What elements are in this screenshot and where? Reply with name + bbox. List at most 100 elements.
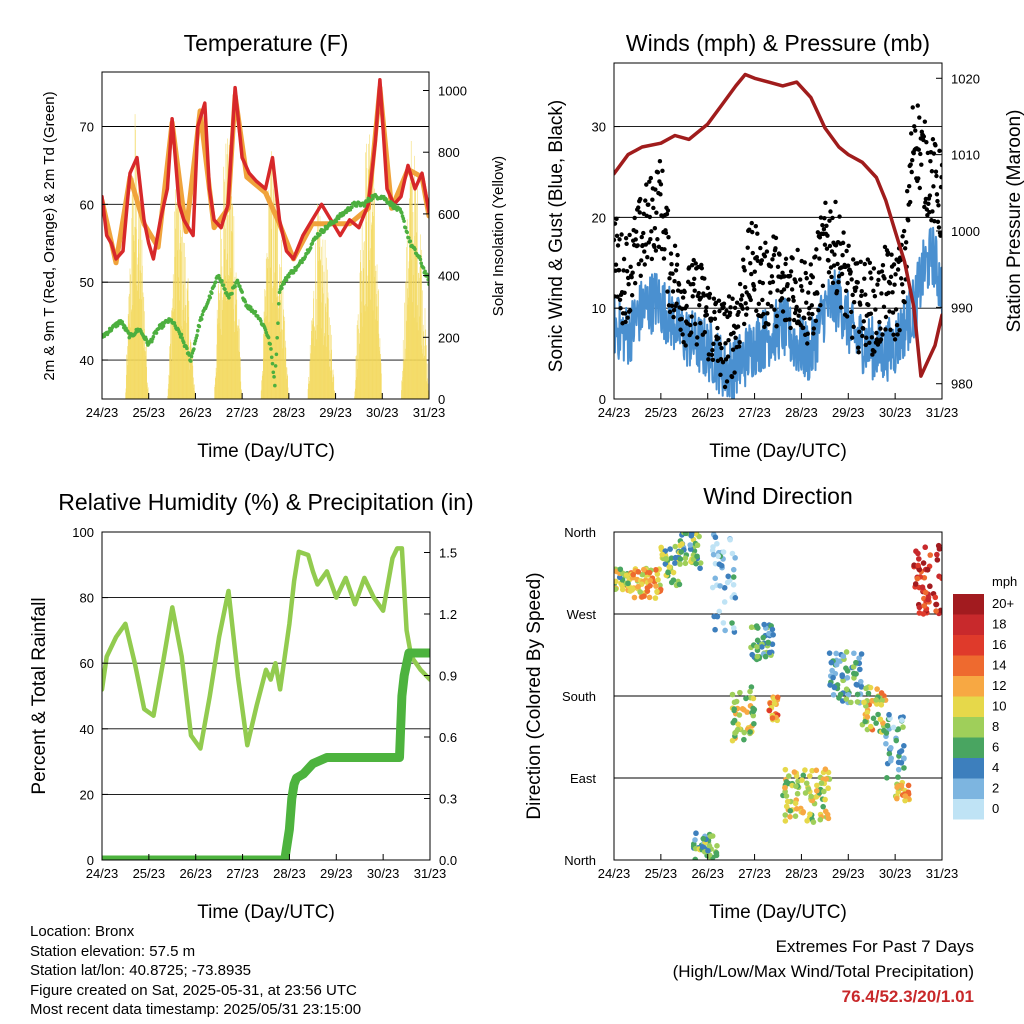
gust-point [711,296,717,301]
dewpoint-point [318,232,322,237]
direction-point [810,819,817,825]
gust-point [794,304,799,310]
dewpoint-point [212,284,216,288]
dewpoint-point [334,219,339,224]
gust-point [890,290,895,295]
gust-point [879,269,885,274]
direction-point [833,661,840,668]
legend-swatch [953,737,984,758]
direction-point [818,780,825,786]
direction-point [843,696,850,702]
direction-point [933,601,939,608]
direction-point [850,664,857,670]
dewpoint-point [308,246,313,250]
direction-point [898,782,905,789]
direction-point [767,700,774,707]
x-tick-label: 29/23 [832,866,865,881]
gust-point [756,301,762,306]
gust-point [926,201,931,206]
direction-point [751,720,757,727]
dewpoint-point [192,341,197,346]
y2-tick-label: 400 [438,269,460,284]
direction-point [754,653,761,660]
gust-point [719,345,724,351]
dewpoint-point [269,347,273,351]
x-tick-label: 24/23 [598,866,631,881]
direction-point [840,653,847,659]
gust-point [868,311,874,316]
series-wind [614,226,942,399]
gust-point [858,259,863,264]
direction-point [766,649,773,656]
gust-point [777,252,782,257]
gust-point [900,234,905,239]
gust-point [850,292,855,298]
x-tick-label: 25/23 [645,405,678,420]
dewpoint-point [188,359,193,363]
direction-point [873,720,879,726]
gust-point [899,282,905,287]
gust-point [614,233,620,239]
gust-point [628,264,633,270]
dewpoint-point [268,342,272,346]
gust-point [669,261,674,267]
direction-point [755,625,761,631]
y-tick-label: 10 [592,301,606,316]
winds-plot [614,72,942,399]
gust-point [916,176,921,181]
extremes-box: Extremes For Past 7 Days (High/Low/Max W… [673,934,974,1009]
dewpoint-point [282,281,286,286]
gust-point [822,215,827,221]
direction-point [663,556,670,562]
gust-point [788,269,794,274]
direction-point [721,584,728,591]
direction-point [824,811,831,818]
direction-point [682,560,689,567]
legend-title: mph [992,574,1017,589]
direction-point [693,560,699,567]
direction-point [747,688,753,695]
direction-point [699,844,706,850]
gust-point [865,257,871,262]
gust-point [856,350,861,355]
direction-point [630,571,636,578]
gust-point [801,325,806,331]
dewpoint-point [185,346,189,351]
direction-point [706,843,713,849]
dewpoint-point [399,211,404,215]
dewpoint-point [426,277,429,282]
gust-point [679,316,684,322]
dewpoint-point [277,290,282,295]
direction-point [874,686,880,692]
gust-point [773,246,778,251]
direction-point [762,653,769,660]
gust-point [907,184,912,189]
direction-point [639,594,645,600]
direction-point [784,798,791,805]
gust-point [749,271,754,277]
direction-point [809,767,815,774]
gust-point [890,310,896,315]
gust-point [670,271,675,276]
gust-point [797,308,802,314]
direction-point [782,812,789,818]
gust-point [790,294,796,300]
gust-point [841,230,846,235]
gust-point [892,337,898,342]
direction-point [666,564,673,570]
gust-point [786,297,791,302]
gust-point [623,319,628,325]
gust-point [693,261,698,266]
gust-point [829,274,834,280]
direction-point [783,793,790,799]
gust-point [808,262,813,267]
gust-point [898,276,904,281]
direction-point [895,789,902,795]
dewpoint-point [157,326,161,331]
gust-point [933,143,938,148]
gust-point [647,179,652,184]
x-tick-label: 25/23 [133,866,166,881]
legend-swatch [953,778,984,799]
direction-point [900,724,906,730]
direction-point [854,699,861,705]
